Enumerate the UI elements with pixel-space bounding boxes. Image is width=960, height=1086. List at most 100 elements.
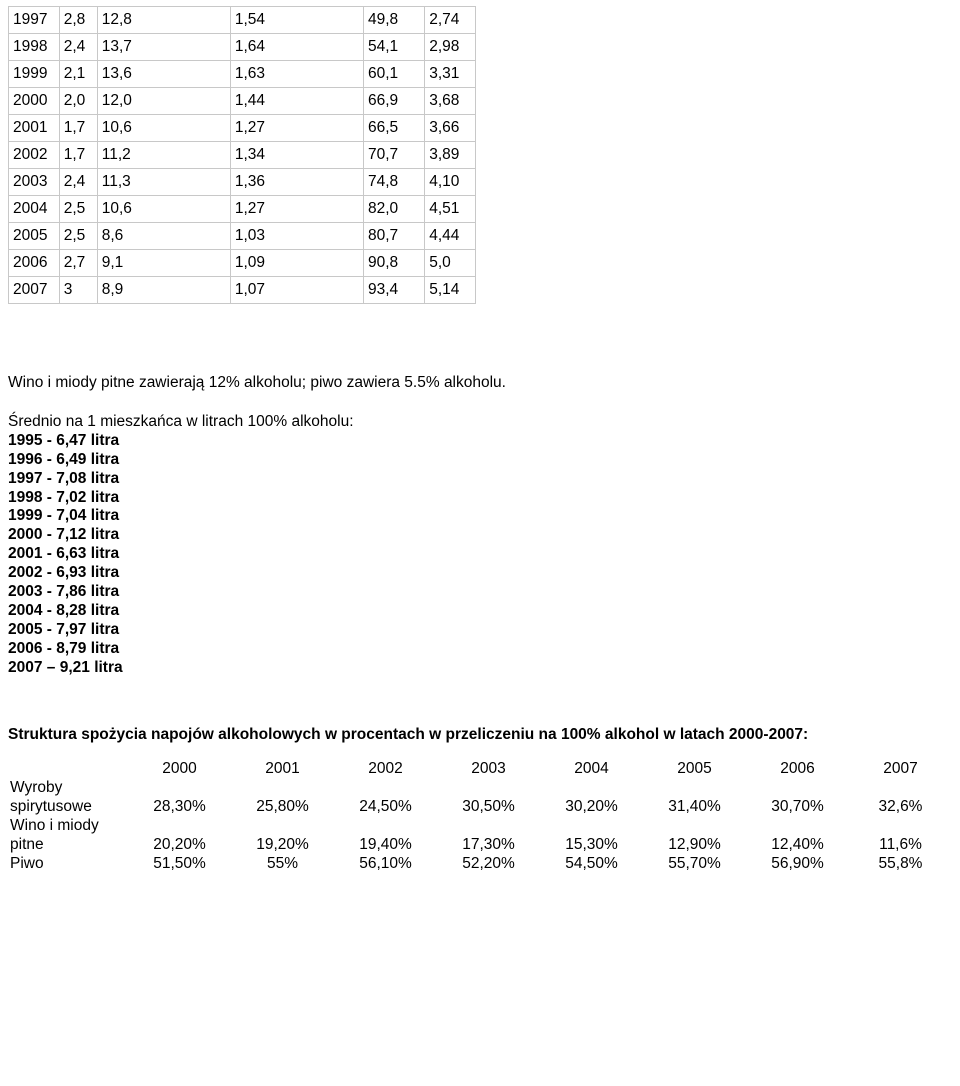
table-cell: 2,8 — [59, 7, 97, 34]
table-row: 20052,58,61,0380,74,44 — [9, 223, 476, 250]
table-cell: 28,30% — [128, 797, 231, 816]
table-cell: 2004 — [9, 196, 60, 223]
table-row: 19992,113,61,6360,13,31 — [9, 61, 476, 88]
table-row: 20002,012,01,4466,93,68 — [9, 88, 476, 115]
row-label: spirytusowe — [8, 797, 128, 816]
table-cell: 2000 — [9, 88, 60, 115]
table-cell — [334, 816, 437, 835]
table-cell: 19,40% — [334, 835, 437, 854]
table-cell: 5,0 — [425, 250, 476, 277]
table-cell: 8,6 — [97, 223, 230, 250]
table-cell: 15,30% — [540, 835, 643, 854]
table-cell: 90,8 — [363, 250, 424, 277]
table-cell: 1,63 — [230, 61, 363, 88]
table-cell: 32,6% — [849, 797, 952, 816]
table-cell — [128, 778, 231, 797]
table-cell: 3,66 — [425, 115, 476, 142]
table-header-year: 2000 — [128, 759, 231, 778]
table-cell: 2007 — [9, 277, 60, 304]
list-item: 2006 - 8,79 litra — [8, 640, 952, 659]
table-cell: 1,07 — [230, 277, 363, 304]
avg-heading: Średnio na 1 mieszkańca w litrach 100% a… — [8, 413, 952, 432]
table-row: 20032,411,31,3674,84,10 — [9, 169, 476, 196]
table-cell: 4,44 — [425, 223, 476, 250]
table-cell: 4,51 — [425, 196, 476, 223]
table-cell: 10,6 — [97, 196, 230, 223]
table-cell: 1999 — [9, 61, 60, 88]
table-row: Wino i miody — [8, 816, 952, 835]
structure-heading: Struktura spożycia napojów alkoholowych … — [8, 726, 952, 745]
table-cell: 2001 — [9, 115, 60, 142]
table-cell: 12,8 — [97, 7, 230, 34]
table-cell — [746, 778, 849, 797]
table-cell — [437, 778, 540, 797]
table-cell: 25,80% — [231, 797, 334, 816]
table-cell: 2,98 — [425, 34, 476, 61]
row-label-top: Wino i miody — [8, 816, 128, 835]
table-row: 20062,79,11,0990,85,0 — [9, 250, 476, 277]
table-cell: 9,1 — [97, 250, 230, 277]
row-label-top: Wyroby — [8, 778, 128, 797]
table-cell: 93,4 — [363, 277, 424, 304]
table-cell: 11,6% — [849, 835, 952, 854]
table-header-year: 2006 — [746, 759, 849, 778]
table-cell: 13,7 — [97, 34, 230, 61]
table-cell: 1,7 — [59, 142, 97, 169]
list-item: 2004 - 8,28 litra — [8, 602, 952, 621]
table-cell: 55,70% — [643, 854, 746, 873]
note-text: Wino i miody pitne zawierają 12% alkohol… — [8, 374, 952, 393]
table-cell: 51,50% — [128, 854, 231, 873]
list-item: 2001 - 6,63 litra — [8, 545, 952, 564]
table-header-year: 2007 — [849, 759, 952, 778]
list-item: 1996 - 6,49 litra — [8, 451, 952, 470]
table-cell: 49,8 — [363, 7, 424, 34]
table-cell: 56,90% — [746, 854, 849, 873]
list-item: 2003 - 7,86 litra — [8, 583, 952, 602]
table-cell: 3,89 — [425, 142, 476, 169]
table-cell — [849, 778, 952, 797]
table-cell: 55% — [231, 854, 334, 873]
table-header-blank — [8, 759, 128, 778]
table-cell: 10,6 — [97, 115, 230, 142]
table-cell: 24,50% — [334, 797, 437, 816]
table-row: Wyroby — [8, 778, 952, 797]
table-cell: 70,7 — [363, 142, 424, 169]
table-cell — [437, 816, 540, 835]
avg-per-capita-list: 1995 - 6,47 litra1996 - 6,49 litra1997 -… — [8, 432, 952, 678]
table-cell: 2,5 — [59, 196, 97, 223]
table-cell: 1997 — [9, 7, 60, 34]
table-cell: 2,5 — [59, 223, 97, 250]
table-cell: 31,40% — [643, 797, 746, 816]
table-cell: 82,0 — [363, 196, 424, 223]
list-item: 2005 - 7,97 litra — [8, 621, 952, 640]
table-cell: 2,7 — [59, 250, 97, 277]
table-cell: 1,03 — [230, 223, 363, 250]
table-cell: 80,7 — [363, 223, 424, 250]
table-cell: 1,27 — [230, 115, 363, 142]
table-header-year: 2001 — [231, 759, 334, 778]
table-cell: 13,6 — [97, 61, 230, 88]
table-cell: 1,64 — [230, 34, 363, 61]
table-header-year: 2003 — [437, 759, 540, 778]
row-label: pitne — [8, 835, 128, 854]
table-cell: 2,4 — [59, 34, 97, 61]
table-cell — [643, 778, 746, 797]
table-cell — [231, 816, 334, 835]
table-cell: 1,27 — [230, 196, 363, 223]
table-cell: 30,70% — [746, 797, 849, 816]
table-cell: 66,5 — [363, 115, 424, 142]
table-row: spirytusowe28,30%25,80%24,50%30,50%30,20… — [8, 797, 952, 816]
table-cell: 1,36 — [230, 169, 363, 196]
table-cell: 5,14 — [425, 277, 476, 304]
table-cell: 74,8 — [363, 169, 424, 196]
table-cell: 12,40% — [746, 835, 849, 854]
table-header-year: 2005 — [643, 759, 746, 778]
list-item: 1998 - 7,02 litra — [8, 489, 952, 508]
table-cell — [540, 778, 643, 797]
table-cell: 11,2 — [97, 142, 230, 169]
table-cell: 56,10% — [334, 854, 437, 873]
table-cell: 2005 — [9, 223, 60, 250]
table-cell: 2,4 — [59, 169, 97, 196]
table-row: 19972,812,81,5449,82,74 — [9, 7, 476, 34]
table-cell: 20,20% — [128, 835, 231, 854]
